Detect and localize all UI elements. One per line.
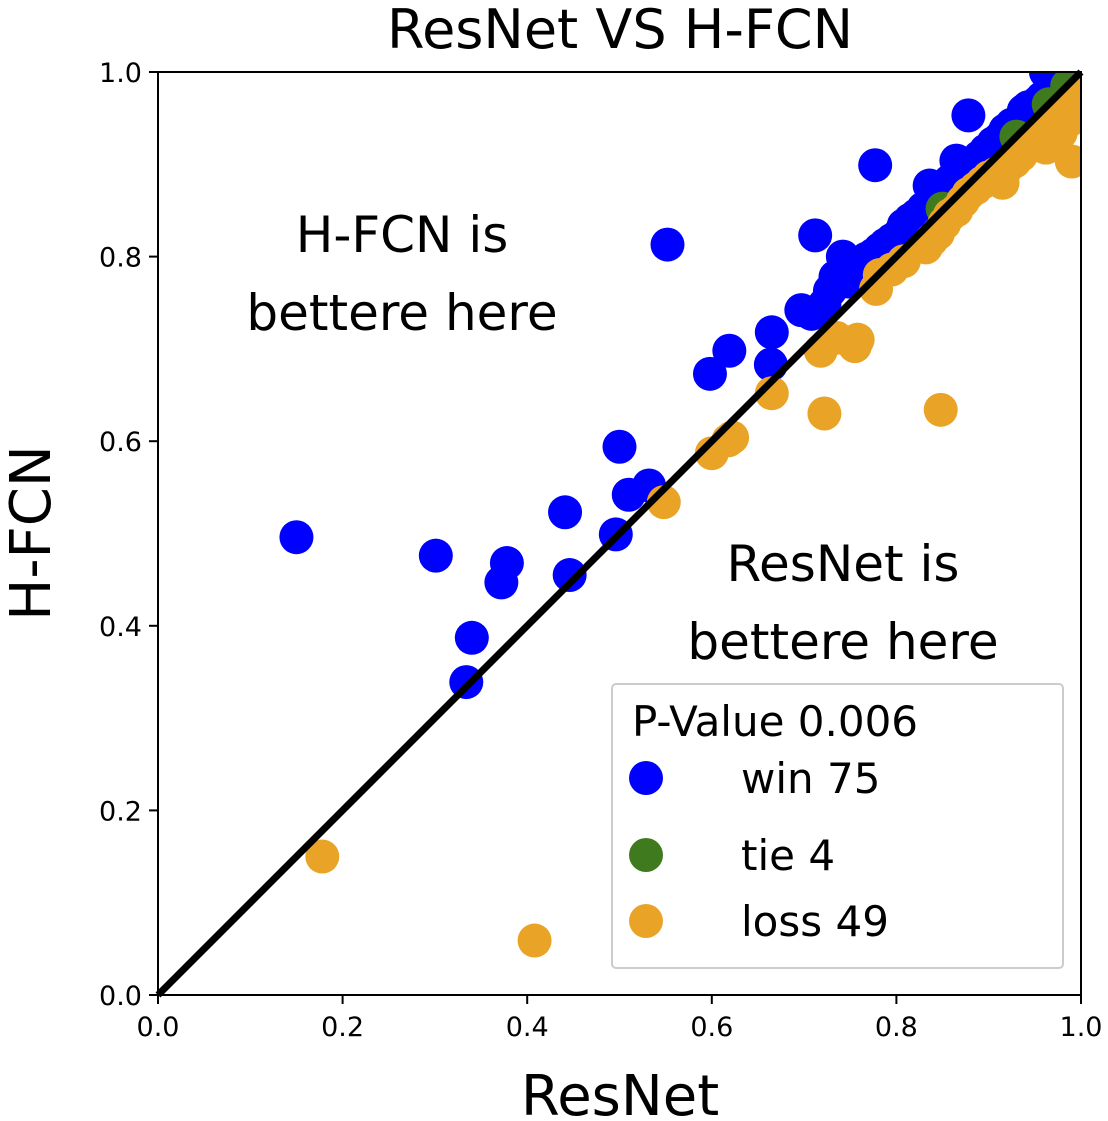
y-tick-label: 0.0 xyxy=(99,981,142,1012)
x-tick-label: 0.6 xyxy=(690,1012,733,1043)
x-axis-label: ResNet xyxy=(521,1064,719,1121)
legend-marker xyxy=(629,838,663,872)
point-win xyxy=(454,620,489,655)
legend-marker xyxy=(629,761,663,795)
annotations: H-FCN is bettere here ResNet is bettere … xyxy=(246,206,998,671)
legend-label: tie 4 xyxy=(741,831,835,880)
x-tick-label: 0.2 xyxy=(321,1012,364,1043)
points-layer xyxy=(279,72,1081,958)
y-tick-label: 0.4 xyxy=(99,612,142,643)
y-axis-label: H-FCN xyxy=(0,445,64,621)
point-win xyxy=(798,218,833,253)
point-win xyxy=(552,558,587,593)
plot-area xyxy=(155,69,1084,998)
annotation-hfcn-line-1: H-FCN is xyxy=(296,206,509,264)
legend-label: win 75 xyxy=(741,754,880,803)
point-loss xyxy=(840,322,875,357)
point-loss xyxy=(807,396,842,431)
x-axis-ticks: 0.0 0.2 0.4 0.6 0.8 1.0 xyxy=(137,995,1103,1043)
y-tick-label: 0.2 xyxy=(99,796,142,827)
point-win xyxy=(279,520,314,555)
legend-box xyxy=(611,683,1064,969)
point-win xyxy=(548,495,583,530)
legend: P-Value 0.006 win 75 tie 4 loss 49 xyxy=(611,683,1064,969)
x-tick-label: 0.0 xyxy=(137,1012,180,1043)
y-axis-ticks: 0.0 0.2 0.4 0.6 0.8 1.0 xyxy=(99,58,158,1012)
point-loss xyxy=(754,376,789,411)
point-win xyxy=(754,315,789,350)
point-loss xyxy=(517,923,552,958)
point-win xyxy=(489,546,524,581)
chart-title: ResNet VS H-FCN xyxy=(387,0,853,61)
point-loss xyxy=(1054,144,1081,179)
x-tick-label: 0.8 xyxy=(875,1012,918,1043)
point-win xyxy=(951,98,986,133)
annotation-hfcn-line-2: bettere here xyxy=(246,284,557,342)
point-win xyxy=(418,538,453,573)
x-tick-label: 0.4 xyxy=(506,1012,549,1043)
point-win xyxy=(602,429,637,464)
legend-title: P-Value 0.006 xyxy=(632,697,918,746)
point-win xyxy=(712,333,747,368)
annotation-resnet-line-1: ResNet is xyxy=(727,535,960,593)
point-win xyxy=(650,227,685,262)
point-win xyxy=(692,356,727,391)
annotation-resnet-line-2: bettere here xyxy=(687,613,998,671)
diagonal-line xyxy=(155,69,1084,998)
x-tick-label: 1.0 xyxy=(1060,1012,1103,1043)
y-tick-label: 0.8 xyxy=(99,243,142,274)
plot-frame xyxy=(157,71,1082,996)
legend-label: loss 49 xyxy=(741,897,889,946)
point-loss xyxy=(923,392,958,427)
point-win xyxy=(858,148,893,183)
y-tick-label: 0.6 xyxy=(99,427,142,458)
y-tick-label: 1.0 xyxy=(99,58,142,89)
legend-marker xyxy=(629,904,663,938)
legend-entries: win 75 tie 4 loss 49 xyxy=(629,754,889,946)
point-loss xyxy=(305,839,340,874)
